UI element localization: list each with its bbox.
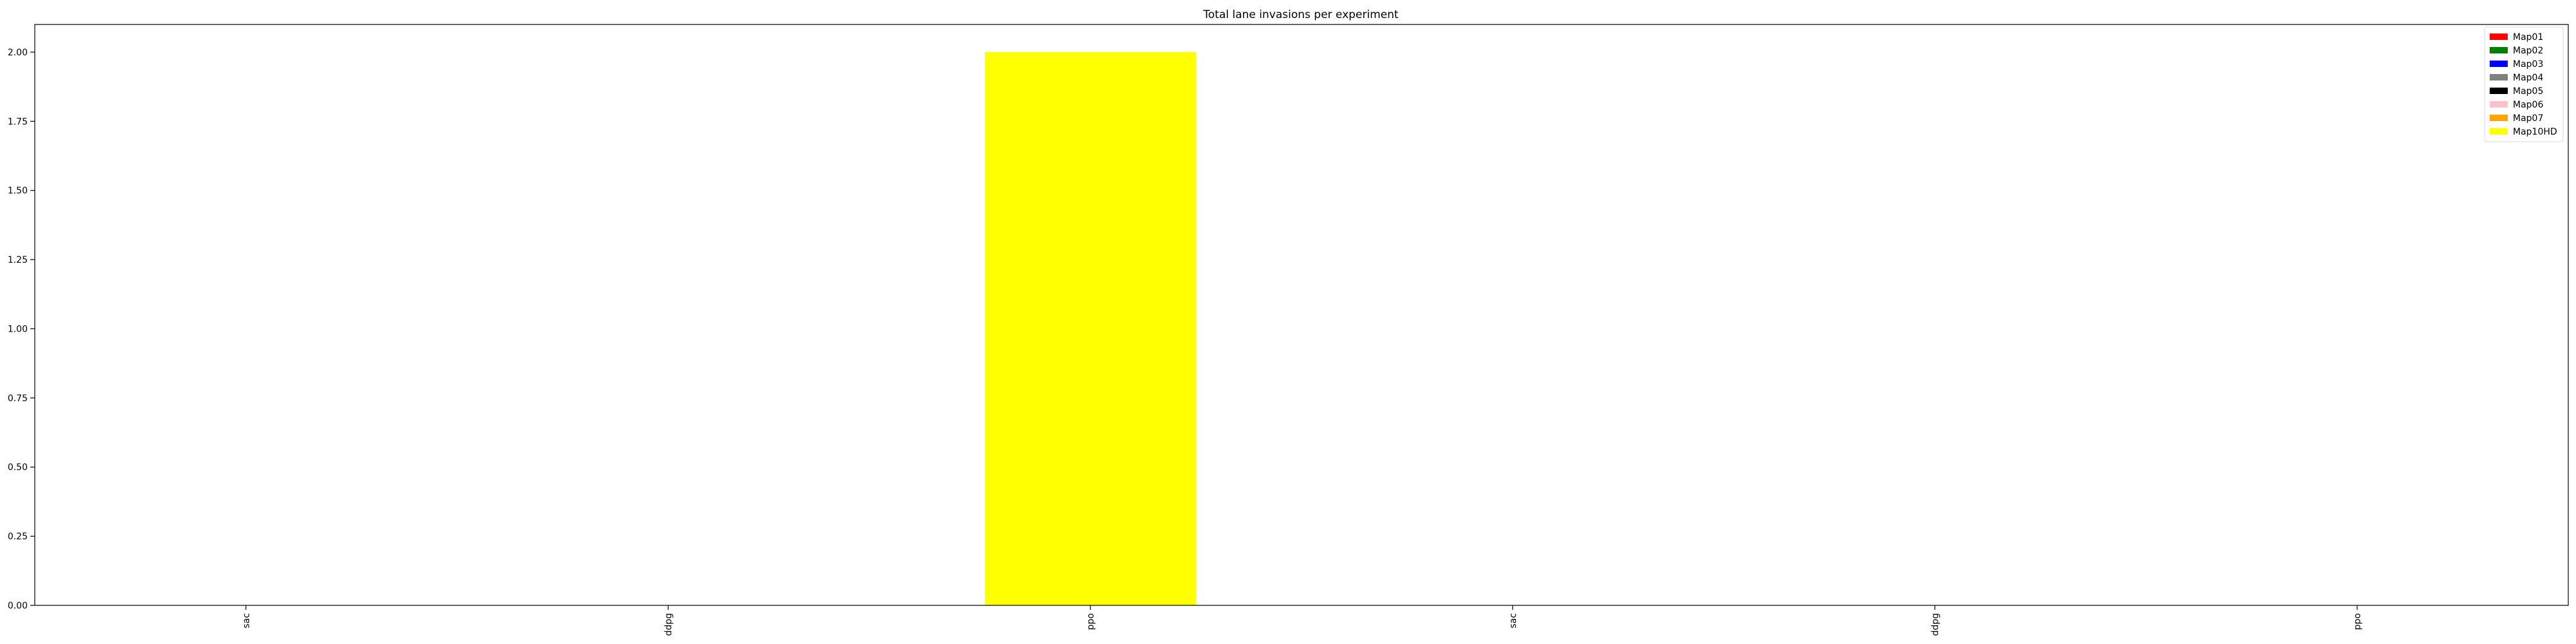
bars: [985, 52, 1197, 605]
x-tick-label-0: sac: [242, 613, 252, 629]
y-tick-label-8: 2.00: [8, 48, 28, 58]
legend-box: [2484, 26, 2564, 142]
legend-label-map01: Map01: [2513, 32, 2543, 43]
legend-swatch-map03: [2490, 61, 2508, 67]
legend-swatch-map02: [2490, 47, 2508, 53]
legend-label-map03: Map03: [2513, 59, 2543, 70]
legend-label-map10hd: Map10HD: [2513, 127, 2557, 137]
y-tick-label-7: 1.75: [8, 117, 28, 127]
x-tick-label-4: ddpg: [1931, 613, 1941, 636]
legend-swatch-map04: [2490, 74, 2508, 80]
y-tick-label-3: 0.75: [8, 393, 28, 404]
bar-map10hd-2: [985, 52, 1197, 605]
legend-swatch-map06: [2490, 101, 2508, 108]
y-axis: 0.00 0.25 0.50 0.75 1.00 1.25 1.50 1.75 2.00: [8, 48, 35, 611]
x-tick-label-2: ppo: [1086, 613, 1096, 630]
legend: Map01 Map02 Map03 Map04 Map05 Map06 Map07 Map10…: [2484, 26, 2564, 142]
x-tick-label-5: ppo: [2353, 613, 2363, 630]
legend-swatch-map07: [2490, 115, 2508, 121]
x-tick-label-1: ddpg: [664, 613, 674, 636]
legend-swatch-map05: [2490, 88, 2508, 94]
legend-swatch-map01: [2490, 33, 2508, 40]
y-tick-label-5: 1.25: [8, 255, 28, 265]
y-tick-label-6: 1.50: [8, 186, 28, 196]
legend-label-map06: Map06: [2513, 100, 2543, 110]
legend-label-map04: Map04: [2513, 73, 2543, 83]
legend-label-map05: Map05: [2513, 86, 2543, 97]
y-tick-label-2: 0.50: [8, 462, 28, 473]
y-tick-label-0: 0.00: [8, 601, 28, 611]
legend-swatch-map10hd: [2490, 128, 2508, 135]
plot-frame: [34, 24, 2569, 606]
legend-label-map02: Map02: [2513, 46, 2543, 56]
legend-label-map07: Map07: [2513, 113, 2543, 124]
chart-title: Total lane invasions per experiment: [1202, 8, 1398, 21]
x-tick-label-3: sac: [1508, 613, 1519, 629]
x-axis: sac ddpg ppo sac ddpg ppo: [242, 605, 2363, 636]
y-tick-label-1: 0.25: [8, 532, 28, 542]
y-tick-label-4: 1.00: [8, 324, 28, 334]
